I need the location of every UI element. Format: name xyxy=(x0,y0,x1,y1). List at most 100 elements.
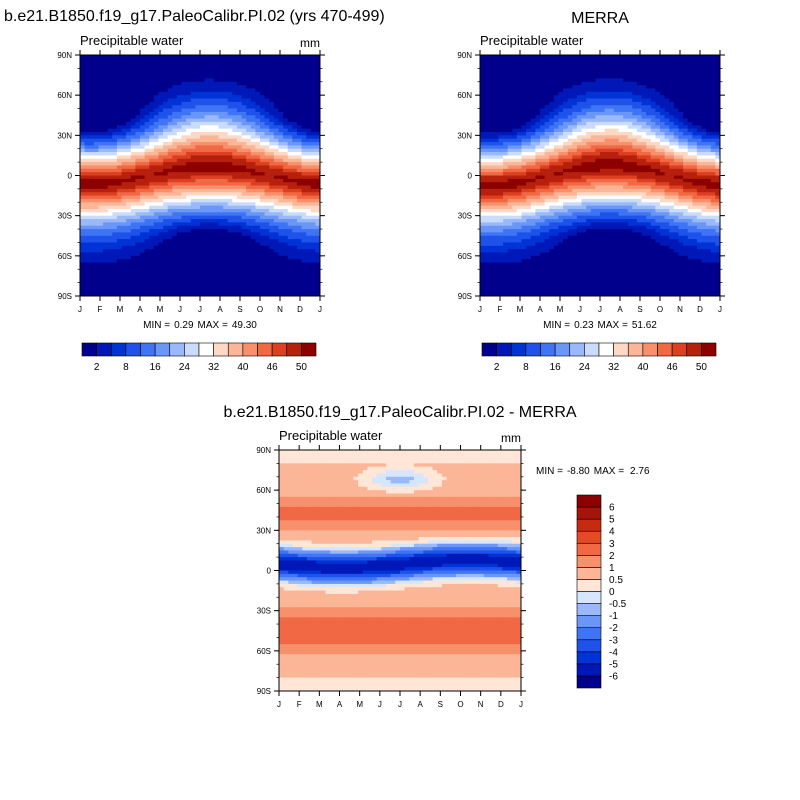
heatmap-cell xyxy=(195,222,201,227)
heatmap-cell xyxy=(200,115,206,119)
heatmap-cell xyxy=(576,125,582,130)
heatmap-cell xyxy=(167,292,173,297)
heatmap-cell xyxy=(590,91,596,96)
heatmap-cell xyxy=(260,98,266,103)
heatmap-cell xyxy=(186,165,192,170)
heatmap-cell xyxy=(301,125,307,130)
heatmap-cell xyxy=(246,155,252,160)
heatmap-cell xyxy=(498,105,504,109)
heatmap-cell xyxy=(116,292,122,297)
heatmap-cell xyxy=(283,185,289,190)
heatmap-cell xyxy=(103,208,109,213)
heatmap-cell xyxy=(498,71,504,76)
heatmap-cell xyxy=(696,85,702,89)
heatmap-cell xyxy=(264,262,270,267)
heatmap-cell xyxy=(107,118,113,123)
heatmap-cell xyxy=(121,242,127,247)
heatmap-cell xyxy=(255,259,261,263)
heatmap-cell xyxy=(692,81,698,86)
heatmap-cell xyxy=(149,262,155,267)
heatmap-cell xyxy=(273,292,279,297)
heatmap-cell xyxy=(255,95,261,99)
heatmap-cell xyxy=(103,162,109,166)
heatmap-cell xyxy=(301,131,307,136)
heatmap-cell xyxy=(306,111,312,116)
heatmap-cell xyxy=(683,81,689,86)
heatmap-cell xyxy=(126,182,132,186)
heatmap-cell xyxy=(310,111,316,116)
heatmap-cell xyxy=(540,108,546,113)
heatmap-cell xyxy=(135,155,141,160)
heatmap-cell xyxy=(209,229,215,233)
heatmap-cell xyxy=(236,98,242,103)
heatmap-cell xyxy=(144,85,150,89)
heatmap-cell xyxy=(687,68,693,73)
heatmap-cell xyxy=(310,88,316,93)
heatmap-cell xyxy=(586,118,592,123)
heatmap-cell xyxy=(673,91,679,96)
heatmap-cell xyxy=(158,272,164,277)
heatmap-cell xyxy=(112,182,118,186)
heatmap-cell xyxy=(190,142,196,146)
heatmap-cell xyxy=(116,81,122,86)
heatmap-cell xyxy=(163,259,169,263)
heatmap-cell xyxy=(126,239,132,243)
heatmap-cell xyxy=(112,95,118,99)
heatmap-cell xyxy=(200,131,206,136)
heatmap-cell xyxy=(89,195,95,200)
x-tick-label: J xyxy=(78,305,82,314)
heatmap-cell xyxy=(190,101,196,106)
heatmap-cell xyxy=(701,88,707,93)
heatmap-cell xyxy=(186,198,192,203)
heatmap-cell xyxy=(135,198,141,203)
heatmap-cell xyxy=(632,101,638,106)
heatmap-cell xyxy=(107,142,113,146)
heatmap-cell xyxy=(283,138,289,143)
heatmap-cell xyxy=(186,91,192,96)
heatmap-cell xyxy=(315,111,321,116)
heatmap-cell xyxy=(250,208,256,213)
heatmap-cell xyxy=(287,145,293,150)
heatmap-cell xyxy=(292,158,298,163)
heatmap-cell xyxy=(250,128,256,133)
heatmap-cell xyxy=(292,55,298,59)
heatmap-cell xyxy=(512,55,518,59)
heatmap-cell xyxy=(140,255,146,260)
heatmap-cell xyxy=(650,85,656,89)
heatmap-cell xyxy=(126,275,132,280)
heatmap-cell xyxy=(609,108,615,113)
heatmap-cell xyxy=(250,292,256,297)
heatmap-cell xyxy=(218,232,224,237)
heatmap-cell xyxy=(664,85,670,89)
heatmap-cell xyxy=(544,111,550,116)
heatmap-cell xyxy=(223,249,229,253)
heatmap-cell xyxy=(296,138,302,143)
heatmap-cell xyxy=(701,85,707,89)
heatmap-cell xyxy=(310,172,316,176)
heatmap-cell xyxy=(595,105,601,109)
heatmap-cell xyxy=(140,215,146,220)
heatmap-cell xyxy=(84,168,90,173)
heatmap-cell xyxy=(287,71,293,76)
heatmap-cell xyxy=(181,168,187,173)
heatmap-cell xyxy=(218,145,224,150)
heatmap-cell xyxy=(116,249,122,253)
heatmap-cell xyxy=(292,198,298,203)
heatmap-cell xyxy=(246,131,252,136)
heatmap-cell xyxy=(581,75,587,79)
heatmap-cell xyxy=(213,118,219,123)
heatmap-cell xyxy=(158,105,164,109)
heatmap-cell xyxy=(163,58,169,63)
heatmap-cell xyxy=(140,138,146,143)
heatmap-cell xyxy=(480,81,486,86)
heatmap-cell xyxy=(273,162,279,166)
heatmap-cell xyxy=(121,232,127,237)
heatmap-cell xyxy=(646,85,652,89)
heatmap-cell xyxy=(181,175,187,180)
heatmap-cell xyxy=(167,91,173,96)
heatmap-cell xyxy=(149,239,155,243)
colorbar-box xyxy=(198,342,214,357)
heatmap-cell xyxy=(89,205,95,210)
heatmap-cell xyxy=(255,98,261,103)
heatmap-cell xyxy=(287,229,293,233)
